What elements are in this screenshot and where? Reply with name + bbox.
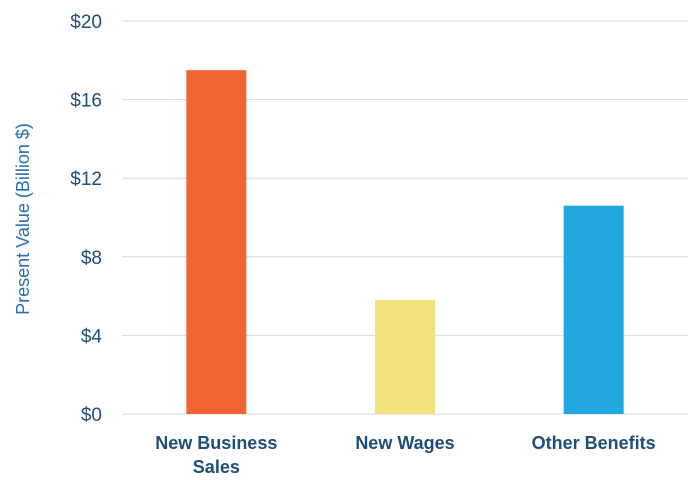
bar (375, 300, 435, 414)
y-tick-label: $0 (81, 405, 102, 426)
bars (186, 70, 624, 414)
y-axis-tick-labels: $0 $4 $8 $12 $16 $20 (70, 12, 102, 426)
y-tick-label: $12 (70, 169, 102, 190)
y-tick-label: $8 (81, 248, 102, 269)
bar (563, 205, 624, 414)
y-axis-label: Present Value (Billion $) (13, 123, 33, 315)
y-tick-label: $4 (81, 326, 103, 347)
x-axis-category-labels: New Business Sales New Wages Other Benefits (155, 433, 655, 477)
y-tick-label: $20 (70, 12, 102, 33)
x-category-label: Other Benefits (532, 433, 656, 453)
x-category-label: New Wages (355, 433, 454, 453)
x-category-label: New Business Sales (155, 433, 277, 477)
y-tick-label: $16 (70, 91, 102, 112)
bar (186, 70, 247, 414)
